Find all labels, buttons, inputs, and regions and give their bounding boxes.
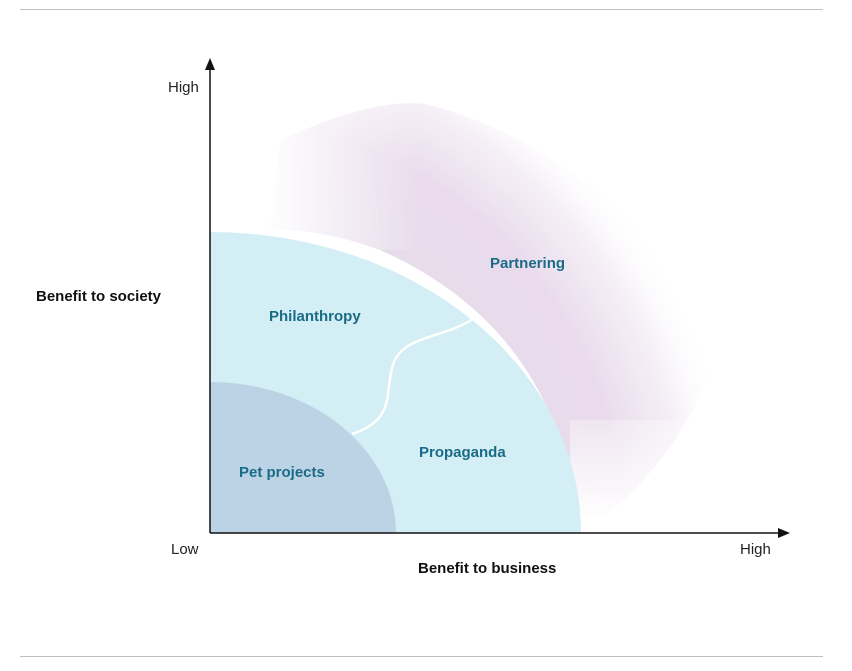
bottom-divider [20, 656, 823, 657]
top-divider [20, 9, 823, 10]
y-axis-arrow-icon [205, 58, 215, 70]
partnering-fade-left [230, 90, 430, 250]
y-axis-high-label: High [168, 79, 199, 96]
pet-projects-label: Pet projects [239, 464, 325, 481]
x-axis-low-label: Low [171, 541, 199, 558]
partnering-label: Partnering [490, 255, 565, 272]
philanthropy-label: Philanthropy [269, 308, 361, 325]
pet-projects-region [210, 382, 396, 533]
x-axis-high-label: High [740, 541, 771, 558]
x-axis-arrow-icon [778, 528, 790, 538]
x-axis-title: Benefit to business [418, 560, 556, 577]
partnering-fade-bottom [570, 420, 740, 540]
region-divider-curve [351, 317, 474, 436]
y-axis-title: Benefit to society [36, 288, 162, 305]
propaganda-label: Propaganda [419, 444, 506, 461]
